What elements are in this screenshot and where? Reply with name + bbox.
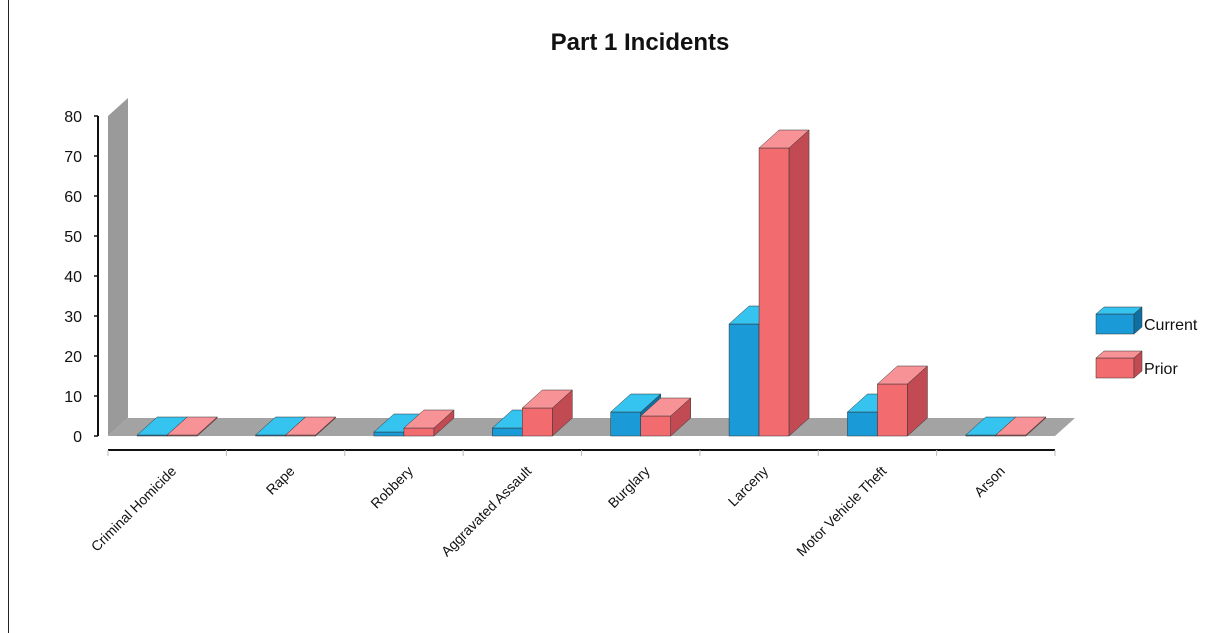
bar-top <box>640 397 692 417</box>
bar-side <box>788 129 810 437</box>
bar-front <box>403 427 435 437</box>
category-label: Arson <box>971 463 1008 500</box>
bar-front <box>373 431 405 437</box>
bar-prior-6 <box>876 365 929 437</box>
y-tick-label: 20 <box>64 349 82 366</box>
bar-front <box>492 427 523 437</box>
floor <box>108 418 1075 436</box>
bar-prior-3 <box>521 389 573 437</box>
y-tick-label: 30 <box>64 309 82 326</box>
bar-prior-1 <box>284 416 337 437</box>
legend-item-current: Current <box>1095 306 1198 335</box>
legend-swatch-side <box>1133 350 1143 379</box>
legend-swatch <box>1095 357 1135 379</box>
y-tick-label: 70 <box>64 149 82 166</box>
y-tick-label: 80 <box>64 109 82 126</box>
category-label: Criminal Homicide <box>88 463 180 555</box>
bar-front <box>847 411 878 437</box>
bar-top <box>166 416 218 436</box>
bar-prior-0 <box>166 416 218 437</box>
bar-top <box>758 129 810 149</box>
category-label: Rape <box>263 463 298 498</box>
y-tick-label: 50 <box>64 229 82 246</box>
category-label: Robbery <box>367 463 416 512</box>
bar-top <box>876 365 929 385</box>
legend-swatch-side <box>1133 306 1143 335</box>
bar-prior-5 <box>758 129 810 437</box>
bar-front <box>522 407 553 437</box>
legend-label: Current <box>1144 317 1198 334</box>
legend-swatch <box>1095 313 1135 335</box>
category-label: Larceny <box>725 463 772 510</box>
legend-label: Prior <box>1144 361 1178 378</box>
y-tick-label: 60 <box>64 189 82 206</box>
chart-walls <box>108 98 1075 436</box>
y-tick-label: 40 <box>64 269 82 286</box>
bars <box>136 129 1047 437</box>
bar-prior-4 <box>640 397 692 437</box>
side-wall <box>108 98 128 436</box>
legend-item-prior: Prior <box>1095 350 1178 379</box>
category-label: Aggravated Assault <box>438 463 535 560</box>
x-axis: Criminal Homicide Rape Robbery Aggravated A… <box>88 449 1056 560</box>
legend: Current Prior <box>1095 306 1198 379</box>
y-tick-label: 0 <box>73 429 82 446</box>
bar-top <box>284 416 337 436</box>
bar-front <box>877 383 908 437</box>
bar-front <box>640 415 671 437</box>
bar-front <box>728 323 760 437</box>
category-label: Motor Vehicle Theft <box>793 463 889 559</box>
bar-top <box>995 416 1047 436</box>
bar-top <box>521 389 573 409</box>
bar-prior-2 <box>403 409 455 437</box>
bar-prior-7 <box>995 416 1047 437</box>
category-label: Burglary <box>605 463 653 511</box>
bar-top <box>403 409 455 429</box>
bar-top <box>610 393 662 413</box>
page-border <box>8 0 9 633</box>
bar-front <box>610 411 641 437</box>
y-tick-label: 10 <box>64 389 82 406</box>
bar-front <box>758 147 790 437</box>
chart-title: Part 1 Incidents <box>551 29 730 56</box>
y-axis: 0 10 20 30 40 50 60 70 80 <box>64 109 99 446</box>
